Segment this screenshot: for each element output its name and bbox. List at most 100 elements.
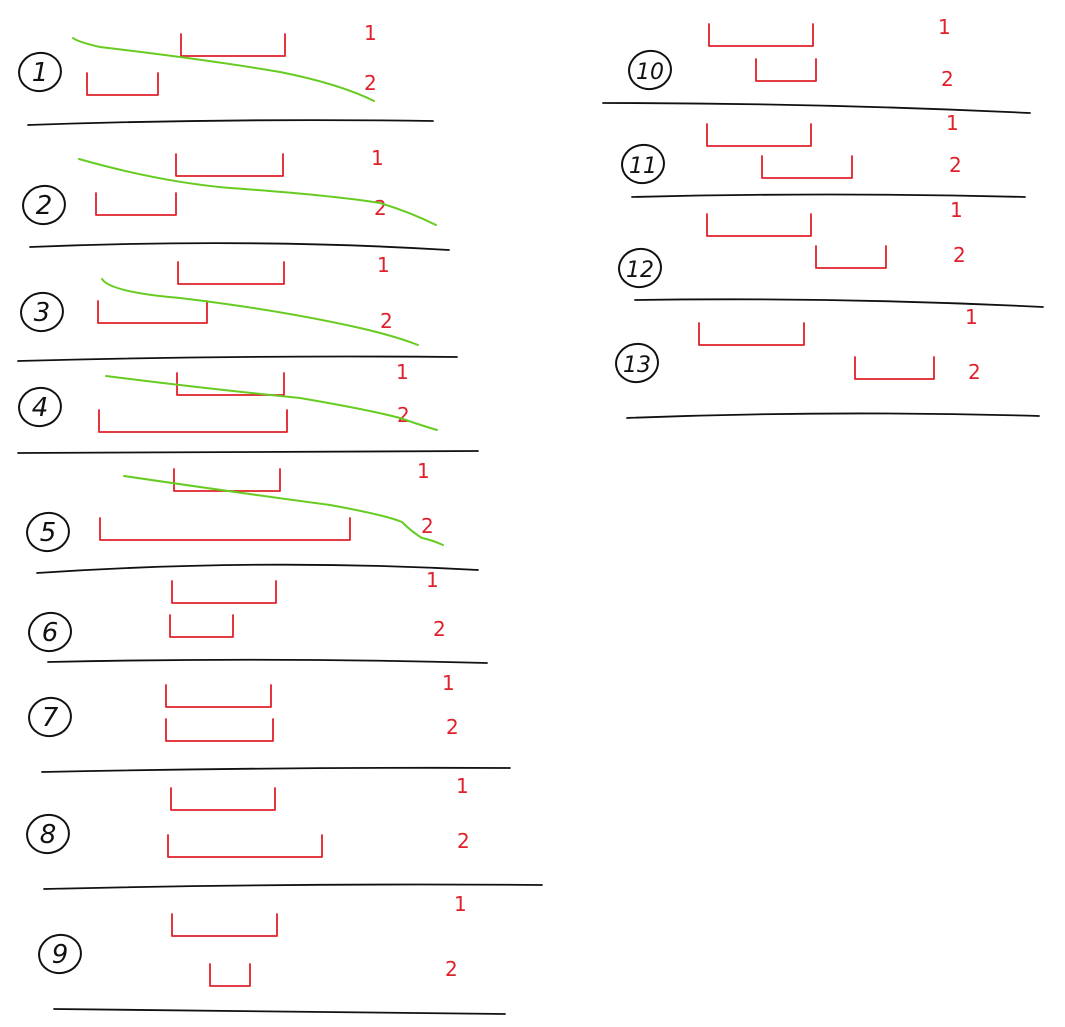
- row-number-1: 1: [965, 305, 978, 329]
- row-number-1: 1: [456, 774, 469, 798]
- section-divider: [53, 1008, 506, 1015]
- section-divider: [36, 563, 479, 574]
- interval-bracket-1: [170, 787, 276, 811]
- row-number-1: 1: [417, 459, 430, 483]
- section-divider: [626, 412, 1040, 419]
- figure-number-label: 7: [42, 703, 59, 733]
- interval-bracket-1: [698, 322, 805, 346]
- interval-bracket-2: [755, 58, 817, 82]
- interval-bracket-2: [854, 356, 935, 380]
- interval-bracket-2: [761, 155, 853, 179]
- figure-number-label: 5: [40, 518, 57, 548]
- figure-number-circle: [28, 696, 72, 738]
- interval-bracket-2: [209, 963, 251, 987]
- trend-stroke: [78, 158, 437, 226]
- trend-stroke: [101, 278, 419, 346]
- figure-number-circle: [28, 611, 72, 653]
- row-number-2: 2: [457, 829, 470, 853]
- figure-number-circle: [26, 813, 70, 855]
- interval-bracket-1: [171, 580, 277, 604]
- interval-bracket-1: [177, 261, 285, 285]
- interval-bracket-1: [173, 468, 281, 492]
- figure-4: 4 1 2: [17, 360, 479, 454]
- figure-number-circle: [38, 933, 82, 975]
- row-number-2: 2: [433, 617, 446, 641]
- figure-number-label: 12: [626, 258, 654, 283]
- interval-bracket-1: [708, 23, 814, 47]
- row-number-2: 2: [421, 514, 434, 538]
- figure-5: 5 1 2: [26, 459, 479, 574]
- interval-bracket-1: [706, 123, 812, 147]
- interval-bracket-2: [99, 517, 351, 541]
- row-number-1: 1: [946, 111, 959, 135]
- row-number-1: 1: [442, 671, 455, 695]
- figure-number-label: 3: [34, 298, 51, 328]
- figure-number-label: 4: [32, 393, 49, 423]
- row-number-2: 2: [397, 403, 410, 427]
- interval-bracket-1: [171, 913, 278, 937]
- figure-number-circle: [615, 342, 659, 384]
- trend-stroke: [105, 375, 438, 431]
- row-number-1: 1: [377, 253, 390, 277]
- interval-bracket-2: [165, 718, 274, 742]
- section-divider: [17, 355, 458, 362]
- row-number-2: 2: [445, 957, 458, 981]
- figure-number-circle: [628, 49, 672, 91]
- figure-number-label: 2: [36, 191, 53, 221]
- row-number-1: 1: [364, 21, 377, 45]
- figure-number-label: 9: [52, 940, 69, 970]
- section-divider: [17, 450, 479, 454]
- section-divider: [41, 766, 511, 773]
- figure-number-label: 11: [629, 154, 657, 179]
- figure-9: 9 1 2: [38, 892, 506, 1015]
- row-number-2: 2: [968, 360, 981, 384]
- section-divider: [631, 193, 1026, 198]
- figure-number-circle: [18, 386, 62, 428]
- section-divider: [602, 102, 1031, 114]
- interval-bracket-2: [98, 409, 288, 433]
- section-divider: [47, 658, 488, 664]
- figure-number-circle: [20, 291, 64, 333]
- figure-10: 10 1 2: [602, 15, 1031, 114]
- figure-number-label: 10: [636, 60, 664, 85]
- figure-number-circle: [621, 143, 665, 185]
- figure-3: 3 1 2: [17, 253, 458, 362]
- interval-bracket-2: [97, 300, 208, 324]
- interval-bracket-2: [815, 245, 887, 269]
- section-divider: [634, 298, 1044, 308]
- row-number-2: 2: [380, 309, 393, 333]
- interval-bracket-2: [167, 834, 323, 858]
- figure-8: 8 1 2: [26, 774, 543, 890]
- figure-number-label: 1: [32, 58, 49, 88]
- row-number-2: 2: [953, 243, 966, 267]
- row-number-2: 2: [949, 153, 962, 177]
- interval-bracket-1: [175, 153, 284, 177]
- row-number-2: 2: [941, 67, 954, 91]
- row-number-1: 1: [454, 892, 467, 916]
- figure-number-circle: [22, 184, 66, 226]
- row-number-2: 2: [446, 715, 459, 739]
- row-number-2: 2: [374, 196, 387, 220]
- figure-number-label: 6: [42, 618, 59, 648]
- trend-stroke: [72, 37, 375, 102]
- figure-1: 1 1 2: [18, 21, 434, 126]
- row-number-1: 1: [938, 15, 951, 39]
- interval-bracket-2: [95, 192, 177, 216]
- figure-number-circle: [618, 247, 662, 289]
- section-divider: [27, 119, 434, 126]
- section-divider: [29, 242, 450, 251]
- trend-stroke: [123, 475, 444, 546]
- row-number-1: 1: [371, 146, 384, 170]
- figure-number-label: 8: [40, 820, 57, 850]
- interval-bracket-2: [86, 72, 159, 96]
- interval-bracket-1: [180, 33, 286, 57]
- row-number-1: 1: [426, 568, 439, 592]
- section-divider: [43, 883, 543, 890]
- figure-7: 7 1 2: [28, 671, 511, 773]
- interval-bracket-1: [165, 684, 272, 708]
- figure-6: 6 1 2: [28, 568, 488, 664]
- row-number-2: 2: [364, 71, 377, 95]
